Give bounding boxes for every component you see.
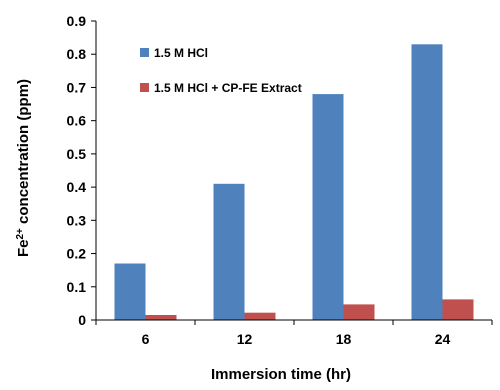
x-tick-label: 12	[237, 331, 253, 347]
legend-swatch-hcl	[140, 48, 149, 57]
legend-swatch-hcl-extract	[140, 83, 149, 92]
x-tick-label: 24	[435, 331, 451, 347]
y-tick-label: 0	[78, 312, 86, 328]
legend-label-hcl-extract: 1.5 M HCl + CP-FE Extract	[154, 81, 302, 95]
y-tick-label: 0.1	[67, 279, 87, 295]
y-tick-label: 0.2	[67, 246, 87, 262]
y-tick-label: 0.3	[67, 212, 87, 228]
bar-hcl-extract-6	[145, 315, 177, 320]
y-tick-label: 0.9	[67, 13, 87, 29]
y-tick-label: 0.4	[67, 179, 87, 195]
bars-layer	[114, 44, 474, 321]
bar-hcl-extract-12	[244, 312, 276, 320]
x-tick-label: 18	[336, 331, 352, 347]
y-axis-title-superscript: 2+	[15, 228, 26, 240]
y-tick-label: 0.7	[67, 79, 87, 95]
bar-hcl-extract-18	[343, 304, 375, 320]
y-axis-title: Fe2+ concentration (ppm)	[15, 79, 33, 257]
bar-hcl-12	[213, 183, 245, 320]
bar-hcl-24	[411, 44, 443, 321]
y-axis-title-suffix: concentration (ppm)	[15, 79, 32, 228]
tick-labels-layer: 0 0.1 0.2 0.3 0.4 0.5 0.6 0.7 0.8 0.9 6 12 18 24	[67, 13, 451, 347]
y-tick-label: 0.6	[67, 113, 87, 129]
bar-hcl-6	[114, 263, 146, 320]
axes-layer	[91, 20, 493, 325]
bar-hcl-extract-24	[442, 299, 474, 320]
bar-hcl-18	[312, 94, 344, 320]
x-axis-title: Immersion time (hr)	[211, 366, 351, 383]
y-tick-label: 0.5	[67, 146, 87, 162]
y-tick-label: 0.8	[67, 46, 87, 62]
y-axis-title-prefix: Fe	[15, 240, 32, 258]
legend: 1.5 M HCl 1.5 M HCl + CP-FE Extract	[140, 46, 302, 95]
x-tick-label: 6	[142, 331, 150, 347]
legend-label-hcl: 1.5 M HCl	[154, 46, 208, 60]
